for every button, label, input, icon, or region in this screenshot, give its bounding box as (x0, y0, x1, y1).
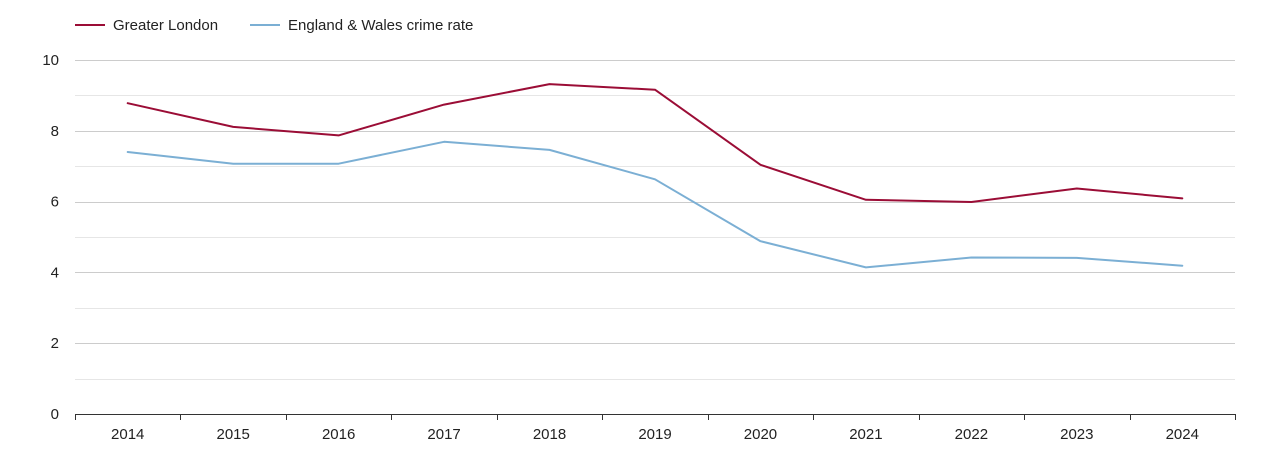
y-tick-label: 8 (51, 123, 59, 140)
legend-item-england-wales[interactable]: England & Wales crime rate (250, 17, 473, 34)
series-line-greater-london (126, 83, 1184, 203)
x-tick-label: 2018 (533, 426, 566, 443)
series-lines (126, 83, 1184, 269)
legend-label-england-wales: England & Wales crime rate (288, 17, 473, 34)
x-axis-ticks: 2014 2015 2016 2017 2018 2019 2020 2021 … (75, 414, 1236, 443)
x-tick-label: 2017 (427, 426, 460, 443)
legend: Greater London England & Wales crime rat… (75, 17, 473, 34)
y-tick-label: 10 (42, 52, 59, 69)
y-tick-label: 0 (51, 406, 59, 423)
x-tick-label: 2023 (1060, 426, 1093, 443)
x-tick-label: 2022 (955, 426, 988, 443)
x-tick-label: 2014 (111, 426, 144, 443)
gridlines (75, 60, 1235, 380)
x-tick-label: 2021 (849, 426, 882, 443)
legend-label-greater-london: Greater London (113, 17, 218, 34)
y-tick-label: 6 (51, 194, 59, 211)
y-tick-label: 2 (51, 335, 59, 352)
x-tick-label: 2019 (638, 426, 671, 443)
x-tick-label: 2024 (1166, 426, 1199, 443)
x-tick-label: 2020 (744, 426, 777, 443)
series-line-england-wales (126, 140, 1184, 269)
y-tick-label: 4 (51, 264, 59, 281)
x-tick-label: 2015 (216, 426, 249, 443)
legend-item-greater-london[interactable]: Greater London (75, 17, 218, 34)
y-axis-ticks: 0 2 4 6 8 10 (42, 52, 59, 423)
x-tick-label: 2016 (322, 426, 355, 443)
